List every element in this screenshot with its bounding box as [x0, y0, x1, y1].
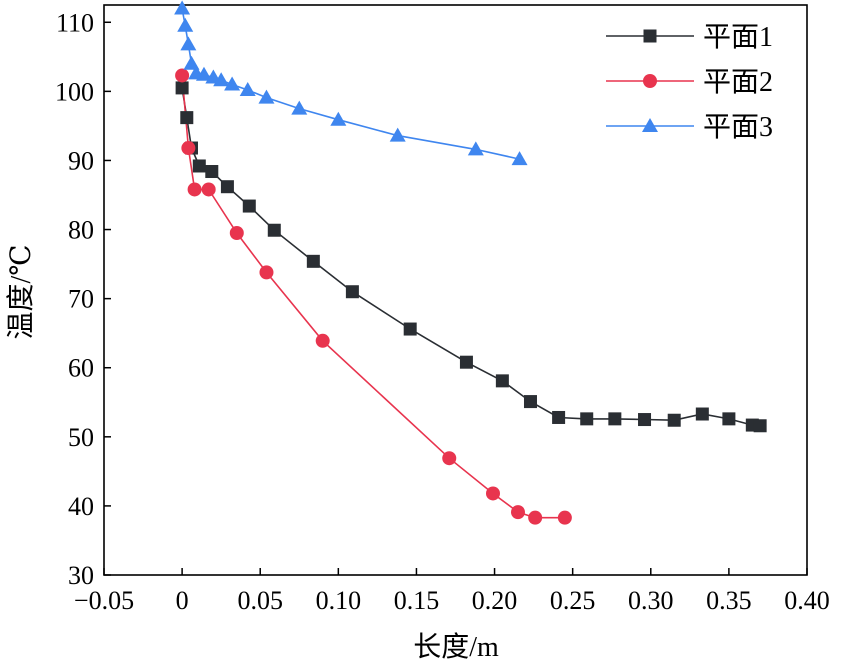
data-point-series-2 [510, 505, 525, 520]
data-point-series-3 [258, 89, 275, 104]
data-point-series-1 [722, 412, 736, 426]
data-point-series-1 [192, 159, 206, 173]
legend-marker-3 [642, 118, 658, 132]
data-point-series-3 [213, 72, 230, 87]
x-tick-label: 0.25 [550, 586, 596, 615]
y-tick-label: 110 [56, 8, 94, 37]
y-tick-label: 100 [55, 77, 94, 106]
x-tick-label: 0.10 [316, 586, 362, 615]
data-point-series-2 [315, 333, 330, 348]
data-point-series-1 [267, 223, 281, 237]
data-point-series-3 [174, 0, 191, 15]
data-point-series-1 [495, 374, 509, 388]
data-point-series-2 [485, 486, 500, 501]
data-point-series-3 [183, 55, 200, 70]
data-point-series-3 [389, 127, 406, 142]
data-point-series-1 [205, 165, 219, 179]
x-tick-label: 0.30 [628, 586, 674, 615]
x-tick-label: 0.20 [472, 586, 518, 615]
y-tick-label: 30 [68, 561, 94, 590]
series-lines [181, 8, 761, 519]
y-tick-label: 80 [68, 216, 94, 245]
data-point-series-2 [557, 510, 572, 525]
plot-frame [103, 4, 808, 576]
y-tick-label: 60 [68, 354, 94, 383]
legend-marker-1 [643, 29, 657, 43]
data-point-series-2 [201, 182, 216, 197]
data-point-series-1 [638, 413, 652, 427]
y-axis-title: 温度/℃ [5, 244, 37, 339]
x-tick-label: 0.35 [706, 586, 752, 615]
data-point-series-3 [467, 141, 484, 156]
data-point-series-2 [187, 182, 202, 197]
data-point-series-1 [175, 81, 189, 95]
x-tick-label: −0.05 [74, 586, 134, 615]
data-point-series-1 [306, 254, 320, 268]
data-point-series-1 [220, 180, 234, 194]
data-point-series-3 [224, 76, 241, 91]
data-point-series-2 [175, 68, 190, 83]
x-axis: −0.05 0 0.05 0.10 0.15 0.20 0.25 0.30 0.35 0.40 [74, 568, 830, 615]
data-point-series-1 [552, 410, 566, 424]
data-point-series-3 [239, 81, 256, 96]
x-tick-label: 0.15 [394, 586, 440, 615]
legend-label-2: 平面2 [703, 67, 773, 98]
data-point-series-3 [291, 100, 308, 115]
data-point-series-2 [229, 226, 244, 240]
data-point-series-2 [442, 451, 457, 466]
data-point-series-3 [511, 151, 528, 166]
data-point-series-3 [195, 66, 212, 81]
series-line-1 [181, 87, 761, 427]
data-point-series-2 [181, 141, 196, 156]
legend-label-1: 平面1 [703, 22, 773, 53]
y-tick-label: 90 [68, 146, 94, 175]
data-point-series-3 [330, 111, 347, 126]
legend: 平面1 平面2 平面3 [606, 22, 773, 143]
y-tick-label: 40 [68, 492, 94, 521]
data-point-series-1 [242, 199, 256, 213]
data-point-series-2 [528, 510, 543, 525]
data-point-series-1 [345, 285, 359, 299]
data-point-series-1 [753, 419, 767, 433]
series-markers [174, 0, 767, 525]
data-point-series-3 [180, 36, 197, 51]
x-tick-label: 0.05 [237, 586, 283, 615]
y-tick-label: 50 [68, 423, 94, 452]
data-point-series-1 [667, 413, 681, 427]
data-point-series-1 [608, 412, 622, 426]
data-point-series-1 [403, 322, 417, 336]
plot-area [103, 4, 808, 576]
data-point-series-1 [695, 407, 709, 421]
x-axis-title: 长度/m [413, 631, 499, 663]
x-tick-label: 0.40 [784, 586, 830, 615]
data-point-series-3 [177, 17, 194, 32]
y-axis: 30 40 50 60 70 80 90 100 110 [55, 8, 111, 590]
series-line-2 [181, 75, 565, 519]
data-point-series-1 [180, 111, 194, 125]
legend-label-3: 平面3 [703, 112, 773, 143]
y-tick-label: 70 [68, 285, 94, 314]
data-point-series-2 [259, 265, 274, 280]
data-point-series-1 [523, 395, 537, 409]
legend-marker-2 [643, 74, 657, 88]
data-point-series-1 [580, 412, 594, 426]
x-tick-label: 0 [176, 586, 189, 615]
data-point-series-1 [459, 355, 473, 369]
